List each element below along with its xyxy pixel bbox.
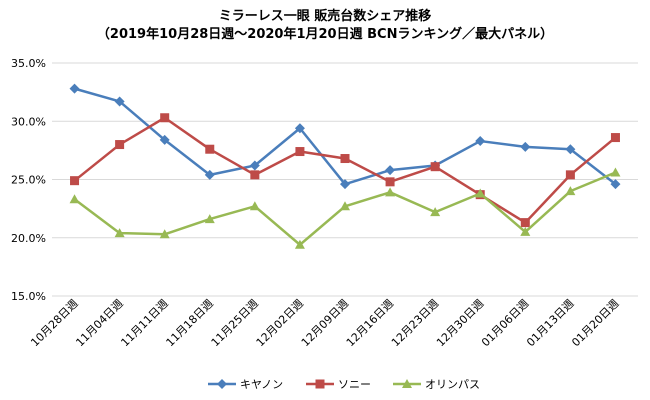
y-axis-ticks: 15.0% 20.0% 25.0% 30.0% 35.0% — [11, 57, 46, 303]
legend-label: キヤノン — [240, 378, 283, 391]
series-2 — [70, 113, 620, 228]
x-tick-label: 12月23日週 — [389, 297, 441, 349]
data-point — [565, 144, 576, 155]
x-tick-label: 10月28日週 — [28, 297, 80, 349]
x-axis-ticks: 10月28日週11月04日週11月11日週11月18日週11月25日週12月02… — [28, 297, 621, 349]
data-point — [204, 169, 215, 180]
y-tick-label: 30.0% — [11, 115, 46, 128]
legend-item: オリンパス — [393, 378, 480, 391]
x-tick-label: 11月04日週 — [73, 297, 125, 349]
data-point — [115, 140, 125, 150]
data-point — [520, 226, 531, 236]
series-1 — [69, 83, 621, 190]
x-tick-label: 12月09日週 — [299, 297, 351, 349]
chart-title: ミラーレス一眼 販売台数シェア推移 — [219, 8, 432, 24]
data-point — [340, 201, 350, 211]
data-point — [340, 154, 350, 164]
data-point — [610, 133, 620, 143]
data-point — [565, 170, 575, 180]
data-point — [294, 239, 305, 249]
series-layer — [69, 83, 621, 249]
x-tick-label: 12月02日週 — [254, 297, 306, 349]
series-3 — [69, 167, 621, 249]
x-tick-label: 01月20日週 — [569, 297, 621, 349]
data-point — [610, 167, 621, 177]
legend-swatch-marker — [217, 379, 227, 389]
data-point — [430, 162, 440, 172]
legend-item: ソニー — [306, 378, 371, 391]
data-point — [249, 160, 260, 171]
y-tick-label: 25.0% — [11, 174, 46, 187]
data-point — [385, 187, 396, 197]
data-point — [294, 123, 305, 134]
x-tick-label: 11月18日週 — [164, 297, 216, 349]
x-tick-label: 11月11日週 — [118, 297, 170, 349]
x-tick-label: 11月25日週 — [209, 297, 261, 349]
data-point — [385, 177, 395, 187]
data-point — [520, 141, 531, 152]
x-tick-label: 01月06日週 — [479, 297, 531, 349]
data-point — [250, 170, 260, 180]
legend: キヤノン ソニー オリンパス — [208, 378, 480, 391]
series-line — [74, 87, 617, 186]
x-tick-label: 12月16日週 — [344, 297, 396, 349]
legend-item: キヤノン — [208, 378, 283, 391]
data-point — [520, 218, 530, 228]
data-point — [295, 147, 305, 157]
data-point — [565, 186, 576, 196]
data-point — [205, 144, 215, 154]
data-point — [159, 229, 170, 239]
x-tick-label: 12月30日週 — [434, 297, 486, 349]
data-point — [70, 176, 80, 186]
data-point — [69, 83, 80, 94]
data-point — [385, 165, 396, 176]
legend-swatch-marker — [402, 379, 412, 388]
data-point — [430, 207, 441, 217]
data-point — [114, 228, 125, 238]
y-tick-label: 15.0% — [11, 290, 46, 303]
y-tick-label: 20.0% — [11, 232, 46, 245]
data-point — [160, 113, 170, 123]
x-tick-label: 01月13日週 — [524, 297, 576, 349]
legend-label: ソニー — [338, 378, 371, 391]
data-point — [340, 179, 350, 190]
y-tick-label: 35.0% — [11, 57, 46, 70]
data-point — [475, 188, 486, 198]
data-point — [114, 96, 125, 107]
data-point — [610, 179, 621, 190]
data-point — [249, 201, 260, 211]
chart-subtitle: （2019年10月28日週〜2020年1月20日週 BCNランキング／最大パネル… — [97, 26, 553, 42]
data-point — [204, 214, 215, 224]
legend-swatch-marker — [315, 379, 325, 389]
data-point — [475, 136, 486, 147]
data-point — [69, 194, 80, 204]
data-point — [159, 134, 170, 145]
legend-label: オリンパス — [425, 378, 480, 391]
